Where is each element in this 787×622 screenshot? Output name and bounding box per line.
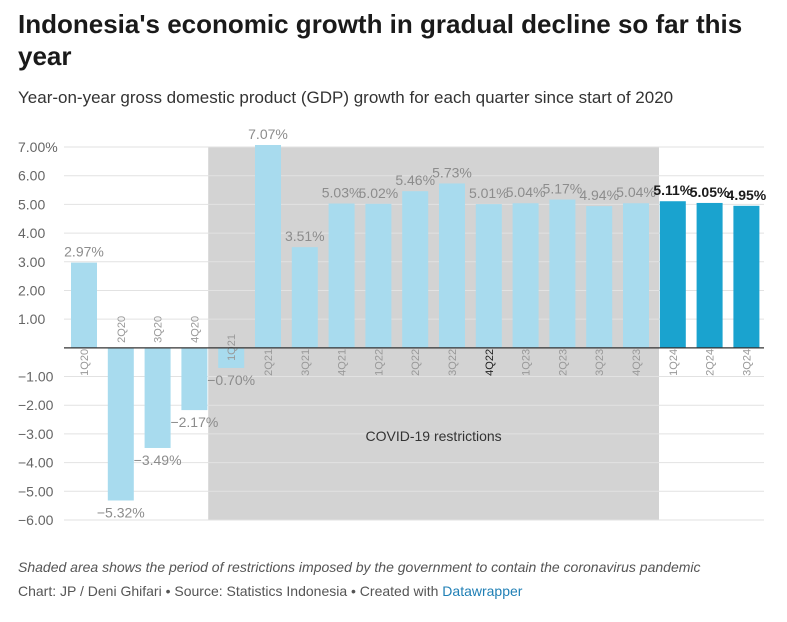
x-tick-label: 2Q21 [263, 349, 275, 376]
y-tick-label: 4.00 [18, 225, 45, 241]
bar-value-label: 3.51% [285, 228, 325, 244]
bar-value-label: −5.32% [97, 504, 145, 520]
x-tick-label: 2Q24 [705, 349, 717, 376]
shaded-area-label: COVID-19 restrictions [366, 428, 502, 444]
bar [328, 203, 355, 348]
bar [181, 347, 208, 411]
bar [218, 347, 245, 368]
bar [71, 262, 97, 348]
chart-note: Shaded area shows the period of restrict… [18, 559, 701, 575]
y-tick-label: −3.00 [18, 426, 54, 442]
bar [696, 202, 723, 348]
x-tick-label: 1Q20 [79, 349, 91, 376]
x-tick-label: 1Q22 [373, 349, 385, 376]
bar [365, 203, 392, 348]
bar-value-label: 5.11% [653, 182, 692, 198]
bar-value-label: −3.49% [134, 452, 182, 468]
shaded-area [208, 147, 659, 520]
x-tick-label: 4Q22 [484, 349, 496, 376]
bar-value-label: 4.95% [727, 187, 767, 203]
x-tick-label: 3Q23 [594, 349, 606, 376]
bar [291, 247, 318, 348]
bar-value-label: 7.07% [248, 126, 288, 142]
y-tick-label: 5.00 [18, 196, 45, 212]
y-tick-label: 3.00 [18, 254, 45, 270]
x-tick-label: 1Q23 [521, 349, 533, 376]
y-tick-label: 1.00 [18, 311, 45, 327]
bar-value-label: 5.05% [690, 184, 730, 200]
datawrapper-link[interactable]: Datawrapper [442, 583, 523, 599]
bar-value-label: 5.46% [395, 172, 435, 188]
x-tick-label: 1Q24 [668, 349, 680, 376]
y-tick-label: −2.00 [18, 397, 54, 413]
x-tick-label: 3Q21 [300, 349, 312, 376]
y-tick-label: −6.00 [18, 512, 54, 528]
credit-text: Chart: JP / Deni Ghifari • Source: Stati… [18, 583, 443, 599]
bar-value-label: 5.17% [543, 181, 583, 197]
bar [255, 144, 281, 348]
bar [512, 203, 539, 348]
bar-value-label: 5.73% [432, 164, 472, 180]
bar [439, 183, 465, 348]
y-tick-label: 6.00 [18, 168, 45, 184]
chart-title: Indonesia's economic growth in gradual d… [18, 9, 743, 71]
y-tick-label: −1.00 [18, 369, 54, 385]
x-tick-label: 4Q23 [631, 349, 643, 376]
bar [586, 206, 613, 348]
bar-value-label: 5.04% [616, 184, 656, 200]
y-tick-label: −4.00 [18, 455, 54, 471]
bar [475, 204, 502, 348]
chart-subtitle: Year-on-year gross domestic product (GDP… [18, 88, 674, 107]
x-tick-label: 3Q20 [153, 316, 165, 343]
bar [623, 203, 649, 348]
bar-value-label: −0.70% [207, 372, 255, 388]
bar-value-label: 2.97% [64, 244, 104, 260]
x-tick-label: 4Q20 [189, 316, 201, 343]
bar [144, 347, 171, 448]
x-tick-label: 2Q20 [116, 316, 128, 343]
bar [659, 201, 686, 348]
x-tick-label: 2Q23 [557, 349, 569, 376]
bar-value-label: 5.01% [469, 185, 509, 201]
y-tick-label: 2.00 [18, 282, 45, 298]
x-tick-label: 3Q22 [447, 349, 459, 376]
bar-value-label: 5.03% [322, 185, 362, 201]
bar-value-label: 5.02% [359, 185, 399, 201]
x-tick-label: 3Q24 [741, 349, 753, 376]
y-tick-label: −5.00 [18, 483, 54, 499]
bar [733, 205, 760, 348]
bar-value-label: 5.04% [506, 184, 546, 200]
bar-value-label: 4.94% [579, 187, 619, 203]
y-tick-label: 7.00% [18, 139, 58, 155]
bar [549, 199, 576, 348]
x-tick-label: 4Q21 [337, 349, 349, 376]
bar [107, 347, 134, 501]
bar [402, 191, 429, 348]
bar-value-label: −2.17% [170, 414, 218, 430]
x-tick-label: 2Q22 [410, 349, 422, 376]
chart-credit: Chart: JP / Deni Ghifari • Source: Stati… [18, 583, 522, 599]
